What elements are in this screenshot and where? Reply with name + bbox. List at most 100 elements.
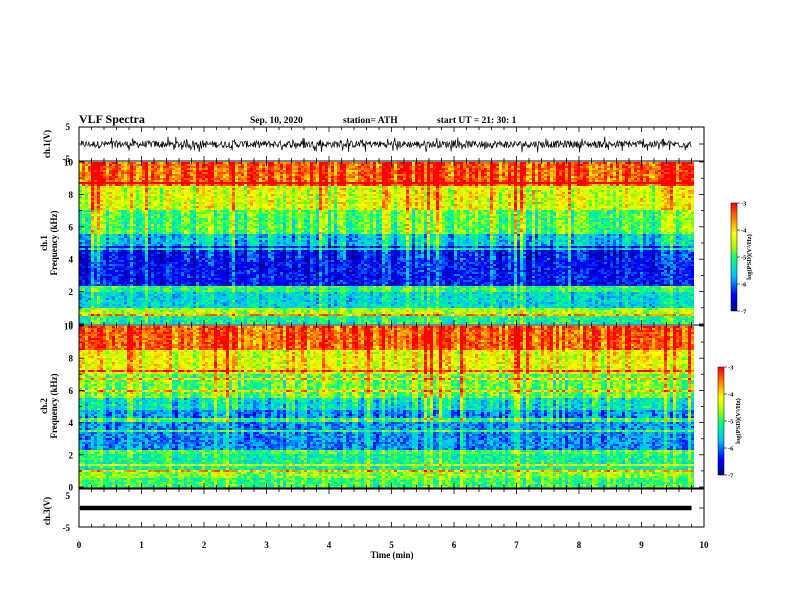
spectrogram-cell [568, 196, 571, 198]
spectrogram-cell [397, 198, 400, 200]
spectrogram-cell [400, 204, 403, 206]
spectrogram-cell [301, 198, 304, 200]
spectrogram-cell [304, 178, 307, 180]
spectrogram-cell [445, 178, 448, 180]
spectrogram-cell [586, 192, 589, 194]
spectrogram-cell [232, 192, 235, 194]
spectrogram-cell [649, 194, 652, 196]
spectrogram-cell [355, 206, 358, 208]
spectrogram-cell [160, 168, 163, 170]
spectrogram-cell [526, 204, 529, 206]
spectrogram-cell [334, 170, 337, 172]
spectrogram-cell [91, 170, 94, 172]
spectrogram-cell [457, 198, 460, 200]
spectrogram-cell [157, 184, 160, 186]
spectrogram-cell [424, 164, 427, 166]
spectrogram-cell [520, 168, 523, 170]
spectrogram-cell [127, 176, 130, 178]
spectrogram-cell [394, 174, 397, 176]
spectrogram-cell [421, 168, 424, 170]
spectrogram-cell [397, 172, 400, 174]
spectrogram-cell [430, 164, 433, 166]
spectrogram-cell [187, 204, 190, 206]
spectrogram-cell [118, 202, 121, 204]
spectrogram-cell [139, 172, 142, 174]
spectrogram-cell [466, 188, 469, 190]
spectrogram-cell [577, 168, 580, 170]
spectrogram-cell [604, 186, 607, 188]
spectrogram-cell [523, 182, 526, 184]
spectrogram-cell [526, 180, 529, 182]
spectrogram-cell [592, 200, 595, 202]
spectrogram-cell [319, 200, 322, 202]
spectrogram-cell [490, 164, 493, 166]
spectrogram-cell [133, 194, 136, 196]
spectrogram-cell [253, 190, 256, 192]
spectrogram-cell [430, 178, 433, 180]
spectrogram-cell [679, 200, 682, 202]
spectrogram-cell [379, 172, 382, 174]
spectrogram-cell [283, 180, 286, 182]
spectrogram-cell [298, 164, 301, 166]
spectrogram-cell [661, 196, 664, 198]
spectrogram-cell [211, 178, 214, 180]
spectrogram-cell [487, 202, 490, 204]
spectrogram-cell [85, 186, 88, 188]
spectrogram-cell [472, 198, 475, 200]
spectrogram-cell [550, 184, 553, 186]
spectrogram-cell [307, 172, 310, 174]
spectrogram-cell [439, 192, 442, 194]
spectrogram-cell [382, 188, 385, 190]
spectrogram-cell [139, 194, 142, 196]
spectrogram-cell [259, 180, 262, 182]
spectrogram-cell [529, 186, 532, 188]
spectrogram-cell [445, 174, 448, 176]
spectrogram-cell [607, 174, 610, 176]
spectrogram-cell [220, 196, 223, 198]
spectrogram-cell [94, 170, 97, 172]
spectrogram-cell [550, 188, 553, 190]
spectrogram-cell [301, 182, 304, 184]
spectrogram-cell [253, 162, 256, 164]
spectrogram-cell [409, 198, 412, 200]
spectrogram-cell [145, 188, 148, 190]
spectrogram-cell [535, 170, 538, 172]
spectrogram-cell [355, 200, 358, 202]
spectrogram-cell [493, 164, 496, 166]
spectrogram-cell [682, 196, 685, 198]
spectrogram-cell [580, 192, 583, 194]
spectrogram-cell [262, 190, 265, 192]
spectrogram-cell [583, 166, 586, 168]
spectrogram-cell [337, 206, 340, 208]
spectrogram-cell [223, 176, 226, 178]
spectrogram-cell [118, 180, 121, 182]
spectrogram-cell [442, 206, 445, 208]
spectrogram-cell [583, 162, 586, 164]
spectrogram-cell [265, 186, 268, 188]
spectrogram-cell [244, 174, 247, 176]
spectrogram-cell [361, 190, 364, 192]
spectrogram-cell [91, 206, 94, 208]
spectrogram-cell [172, 178, 175, 180]
spectrogram-cell [613, 178, 616, 180]
spectrogram-cell [304, 164, 307, 166]
spectrogram-cell [385, 202, 388, 204]
spectrogram-cell [244, 162, 247, 164]
spectrogram-cell [544, 206, 547, 208]
spectrogram-cell [574, 170, 577, 172]
spectrogram-cell [175, 164, 178, 166]
spectrogram-cell [274, 178, 277, 180]
spectrogram-cell [232, 172, 235, 174]
spectrogram-cell [388, 174, 391, 176]
spectrogram-cell [166, 174, 169, 176]
spectrogram-cell [685, 180, 688, 182]
spectrogram-cell [388, 178, 391, 180]
spectrogram-cell [412, 198, 415, 200]
spectrogram-cell [397, 170, 400, 172]
spectrogram-cell [574, 194, 577, 196]
spectrogram-cell [406, 170, 409, 172]
spectrogram-cell [319, 184, 322, 186]
spectrogram-cell [367, 166, 370, 168]
spectrogram-cell [493, 196, 496, 198]
spectrogram-cell [364, 170, 367, 172]
